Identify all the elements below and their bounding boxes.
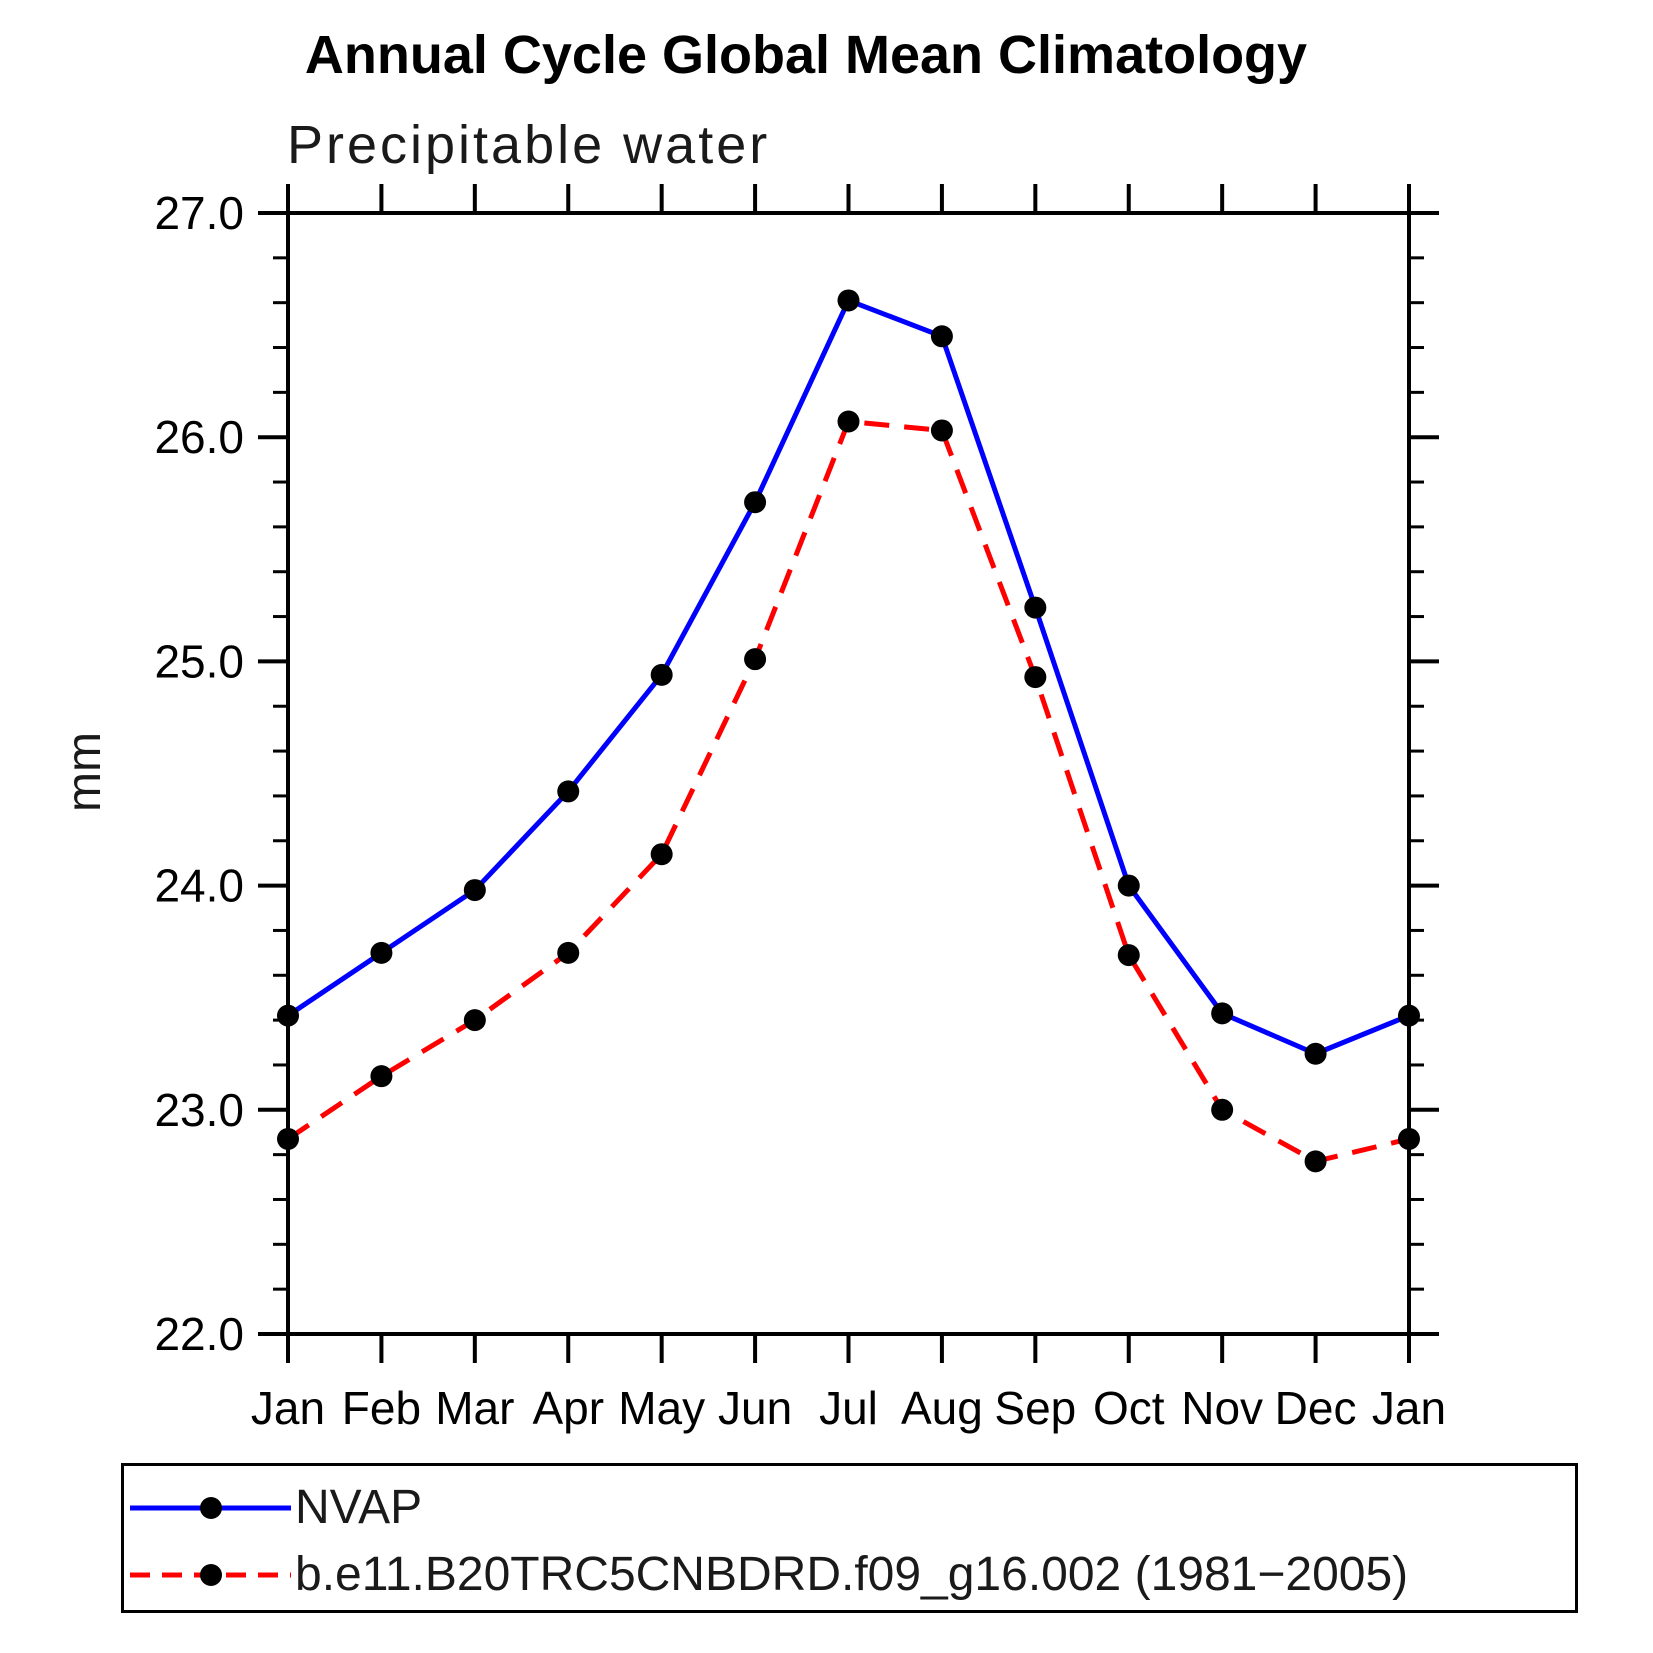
legend-label-model: b.e11.B20TRC5CNBDRD.f09_g16.002 (1981−20… [295, 1548, 1409, 1601]
x-tick-label: Jan [1372, 1382, 1446, 1434]
y-tick-label: 24.0 [154, 860, 244, 912]
y-tick-label: 23.0 [154, 1084, 244, 1136]
data-point-marker [1211, 1002, 1234, 1025]
legend-line-sample-nvap [130, 1497, 291, 1519]
x-tick-label: Jan [251, 1382, 325, 1434]
x-tick-label: Sep [994, 1382, 1076, 1434]
data-point-marker [930, 325, 953, 348]
data-point-marker [277, 1004, 299, 1027]
data-point-marker [1304, 1150, 1327, 1173]
y-tick-label: 22.0 [154, 1308, 244, 1360]
y-tick-label: 26.0 [154, 411, 244, 463]
data-point-marker [1024, 596, 1047, 619]
legend-line-sample-model [130, 1564, 291, 1586]
data-point-marker [1117, 944, 1140, 967]
data-point-marker [557, 780, 580, 803]
data-point-marker [1024, 666, 1047, 689]
legend-label-nvap: NVAP [295, 1481, 423, 1534]
data-point-marker [650, 843, 673, 866]
data-point-marker [463, 879, 486, 902]
chart-subtitle: Precipitable water [287, 115, 771, 175]
x-tick-label: Aug [901, 1382, 983, 1434]
data-point-marker [463, 1009, 486, 1032]
x-tick-label: Jul [819, 1382, 878, 1434]
y-tick-label: 25.0 [154, 635, 244, 687]
data-point-marker [650, 663, 673, 686]
x-tick-label: Mar [435, 1382, 514, 1434]
data-point-marker [370, 941, 393, 964]
data-point-marker [557, 941, 580, 964]
x-tick-label: Nov [1181, 1382, 1263, 1434]
data-point-marker [1398, 1004, 1420, 1027]
data-point-marker [744, 491, 767, 514]
series-line-model [286, 419, 1410, 1164]
legend-box: NVAP b.e11.B20TRC5CNBDRD.f09_g16.002 (19… [121, 1463, 1578, 1613]
data-point-marker [277, 1127, 299, 1150]
data-point-marker [1117, 874, 1140, 897]
x-tick-label: Jun [718, 1382, 792, 1434]
data-point-marker [1211, 1098, 1234, 1121]
data-point-marker [370, 1065, 393, 1088]
data-point-marker [837, 289, 860, 312]
x-tick-label: May [618, 1382, 705, 1434]
data-point-marker [930, 419, 953, 442]
x-tick-label: Oct [1093, 1382, 1165, 1434]
data-point-marker [837, 410, 860, 433]
legend-entry-model: b.e11.B20TRC5CNBDRD.f09_g16.002 (1981−20… [130, 1548, 1409, 1601]
chart-title: Annual Cycle Global Mean Climatology [304, 25, 1308, 85]
plot-frame [286, 211, 1411, 1336]
x-tick-label: Feb [342, 1382, 421, 1434]
data-point-marker [1398, 1127, 1420, 1150]
y-tick-label: 27.0 [154, 187, 244, 239]
legend-marker-dot-model [200, 1564, 222, 1586]
data-point-marker [1304, 1042, 1327, 1065]
data-point-marker [744, 648, 767, 671]
x-tick-label: Apr [532, 1382, 604, 1434]
legend-marker-dot-nvap [200, 1497, 222, 1519]
x-tick-label: Dec [1275, 1382, 1357, 1434]
legend-entry-nvap: NVAP [130, 1481, 423, 1534]
